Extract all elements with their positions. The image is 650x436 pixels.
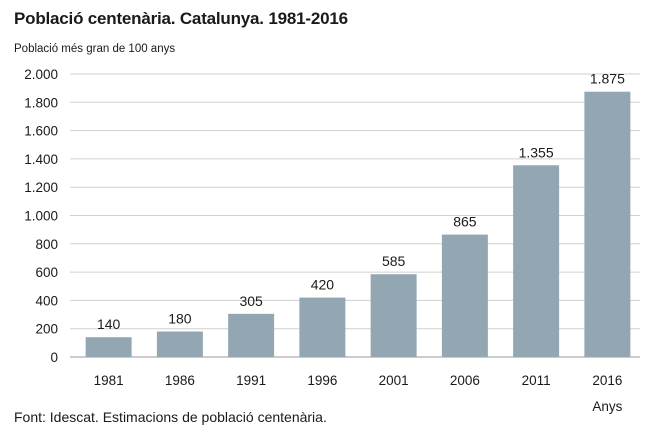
data-label: 585 xyxy=(382,253,406,269)
y-tick-label: 2.000 xyxy=(24,67,58,82)
bars xyxy=(85,91,631,357)
x-axis-label: Anys xyxy=(592,399,622,414)
data-label: 420 xyxy=(311,277,335,293)
bar xyxy=(228,313,275,357)
source-note: Font: Idescat. Estimacions de població c… xyxy=(14,409,327,425)
bar xyxy=(584,91,631,357)
y-tick-label: 1.200 xyxy=(24,180,58,195)
y-tick-label: 1.000 xyxy=(24,209,58,224)
y-tick-label: 1.600 xyxy=(24,124,58,139)
x-tick-label: 2016 xyxy=(592,373,622,388)
y-tick-label: 800 xyxy=(35,237,58,252)
x-tick-label: 2001 xyxy=(379,373,409,388)
bar xyxy=(299,297,346,357)
x-tick-label: 1981 xyxy=(94,373,124,388)
x-tick-label: 1986 xyxy=(165,373,195,388)
data-label: 1.355 xyxy=(519,144,554,160)
bar xyxy=(156,331,203,357)
x-tick-label: 1996 xyxy=(307,373,337,388)
bar xyxy=(370,274,417,357)
data-label: 305 xyxy=(239,293,263,309)
y-tick-label: 400 xyxy=(35,293,58,308)
x-tick-label: 1991 xyxy=(236,373,266,388)
data-label: 865 xyxy=(453,214,477,230)
chart-title: Població centenària. Catalunya. 1981-201… xyxy=(14,9,348,28)
bar xyxy=(513,165,560,357)
y-tick-label: 0 xyxy=(50,350,58,365)
x-tick-label: 2006 xyxy=(450,373,480,388)
x-ticks: 1981 1986 1991 1996 2001 2006 2011 2016 xyxy=(94,373,623,388)
bar xyxy=(85,337,132,357)
y-tick-label: 1.400 xyxy=(24,152,58,167)
data-labels: 140 180 305 420 585 865 1.355 1.875 xyxy=(97,71,625,333)
bar xyxy=(441,234,488,357)
y-axis-label: Població més gran de 100 anys xyxy=(14,43,176,55)
y-ticks: 0 200 400 600 800 1.000 1.200 1.400 1.600 1.800 2.… xyxy=(24,67,58,365)
y-tick-label: 600 xyxy=(35,265,58,280)
x-tick-label: 2011 xyxy=(522,373,551,388)
data-label: 1.875 xyxy=(590,71,625,87)
y-tick-label: 200 xyxy=(35,322,58,337)
data-label: 180 xyxy=(168,311,192,327)
data-label: 140 xyxy=(97,316,121,332)
y-tick-label: 1.800 xyxy=(24,95,58,110)
